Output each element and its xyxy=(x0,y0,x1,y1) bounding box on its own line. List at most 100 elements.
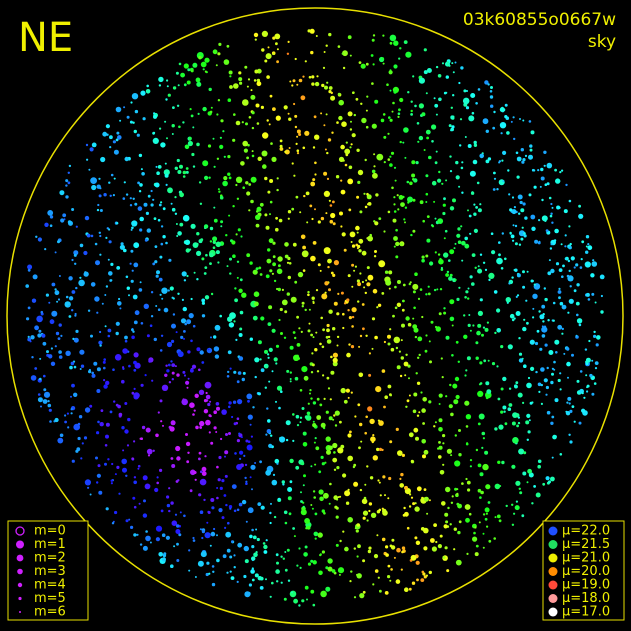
star xyxy=(86,233,91,238)
star xyxy=(121,458,127,465)
star xyxy=(133,505,137,509)
star xyxy=(236,439,240,443)
star xyxy=(321,509,325,513)
star xyxy=(339,420,342,424)
star xyxy=(536,329,540,333)
star xyxy=(502,180,505,183)
star xyxy=(336,312,340,316)
frame-id: 03k60855o0667w xyxy=(463,10,616,30)
star xyxy=(210,106,213,109)
star xyxy=(449,155,452,158)
star xyxy=(533,185,537,189)
star xyxy=(176,524,180,528)
star xyxy=(227,172,231,176)
star xyxy=(312,178,316,182)
brightness-swatch xyxy=(548,526,558,536)
star xyxy=(438,441,441,444)
star xyxy=(520,237,524,241)
star xyxy=(423,546,428,551)
star xyxy=(499,122,507,129)
star xyxy=(409,493,412,496)
star xyxy=(186,386,189,389)
star xyxy=(266,119,269,122)
star xyxy=(562,264,565,268)
star xyxy=(442,442,445,445)
star xyxy=(307,402,310,405)
star xyxy=(256,537,260,542)
star xyxy=(520,208,525,213)
star xyxy=(152,198,155,201)
star xyxy=(496,308,501,313)
star xyxy=(86,158,89,161)
star xyxy=(600,310,604,314)
star xyxy=(112,140,116,144)
star xyxy=(100,409,104,412)
star xyxy=(390,347,395,352)
star xyxy=(328,502,331,505)
star xyxy=(508,387,512,390)
star xyxy=(73,392,78,397)
star xyxy=(313,115,317,119)
star xyxy=(342,326,345,330)
star xyxy=(467,488,471,492)
star xyxy=(369,418,375,425)
star xyxy=(216,487,219,489)
star xyxy=(393,196,396,199)
star xyxy=(196,347,201,352)
star xyxy=(360,102,363,106)
star xyxy=(311,363,315,367)
star xyxy=(523,234,527,238)
star xyxy=(395,255,399,259)
star xyxy=(284,310,288,314)
star xyxy=(259,576,264,581)
star xyxy=(204,381,212,389)
star xyxy=(176,456,181,461)
star xyxy=(302,245,306,250)
star xyxy=(454,278,457,281)
star xyxy=(486,525,489,528)
star xyxy=(231,484,237,489)
star xyxy=(293,174,296,177)
star xyxy=(233,83,239,89)
star xyxy=(279,436,286,443)
star xyxy=(364,483,367,486)
star xyxy=(253,552,258,558)
star xyxy=(87,309,91,312)
star xyxy=(306,221,309,224)
star xyxy=(389,328,392,331)
star xyxy=(388,270,393,275)
star xyxy=(179,511,182,514)
star xyxy=(387,384,392,389)
star xyxy=(393,336,401,344)
star xyxy=(517,392,523,398)
star xyxy=(530,279,534,283)
star xyxy=(159,255,163,259)
star xyxy=(566,347,570,351)
star xyxy=(96,208,100,212)
star xyxy=(400,339,403,342)
star xyxy=(27,335,30,338)
star xyxy=(351,285,354,288)
star xyxy=(227,521,230,525)
star xyxy=(190,114,194,118)
star xyxy=(469,170,476,177)
star xyxy=(367,202,372,206)
star xyxy=(167,289,170,292)
star xyxy=(332,418,335,421)
star xyxy=(37,237,43,242)
star xyxy=(576,379,580,383)
star xyxy=(404,221,406,224)
star xyxy=(467,209,469,212)
star xyxy=(492,126,496,130)
star xyxy=(255,267,259,271)
star xyxy=(552,319,555,322)
star xyxy=(571,353,574,357)
star xyxy=(182,370,186,374)
star xyxy=(278,264,281,268)
star xyxy=(458,286,461,289)
star xyxy=(361,498,368,505)
star xyxy=(225,503,228,507)
star xyxy=(463,89,467,93)
star xyxy=(376,306,379,309)
star xyxy=(133,320,138,325)
